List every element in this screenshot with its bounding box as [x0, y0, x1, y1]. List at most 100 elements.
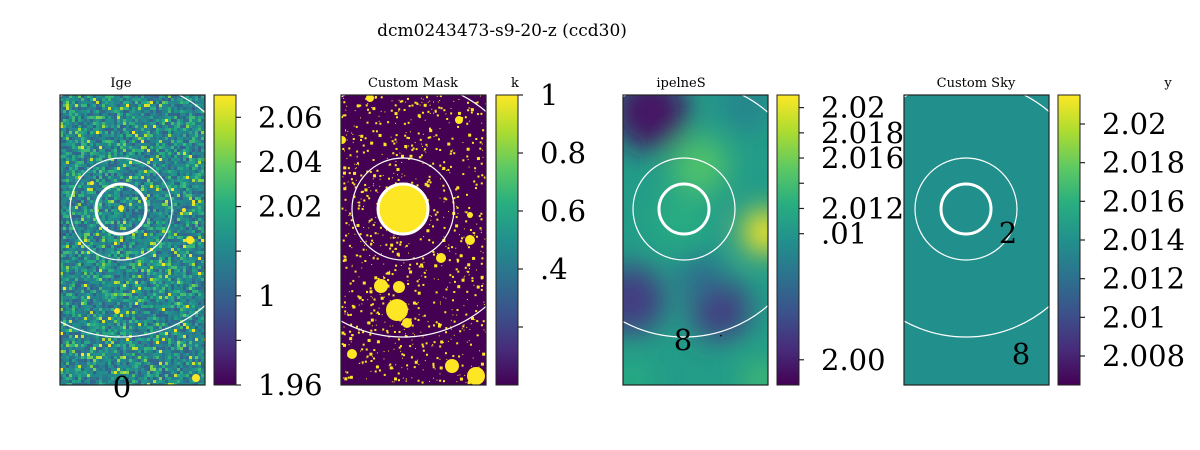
panel-1-noise-pixel [141, 179, 144, 182]
panel-1-noise-pixel [177, 287, 180, 290]
panel-1-noise-pixel [132, 149, 135, 152]
panel-1-noise-pixel [111, 383, 114, 385]
panel-1-noise-pixel [123, 146, 126, 149]
panel-1-noise-pixel [159, 143, 162, 146]
panel-1-noise-pixel [111, 305, 114, 308]
panel-1-noise-pixel [201, 212, 204, 215]
panel-2-mask-pixel [394, 164, 397, 167]
panel-1-noise-pixel [174, 206, 177, 209]
panel-1-noise-pixel [75, 251, 78, 254]
panel-1-noise-pixel [138, 116, 141, 119]
panel-1-noise-pixel [147, 323, 150, 326]
panel-1-noise-pixel [99, 266, 102, 269]
panel-1-noise-pixel [201, 320, 204, 323]
panel-1-noise-pixel [78, 365, 81, 368]
panel-1-noise-pixel [171, 188, 174, 191]
panel-1-noise-pixel [102, 146, 105, 149]
panel-1-noise-pixel [102, 371, 105, 374]
panel-1-noise-pixel [135, 149, 138, 152]
panel-2-mask-pixel [471, 316, 475, 320]
panel-1-noise-pixel [138, 290, 141, 293]
panel-1-noise-pixel [180, 119, 183, 122]
panel-1-noise-pixel [66, 125, 69, 128]
panel-1-noise-pixel [99, 362, 102, 365]
panel-1-noise-pixel [180, 236, 183, 239]
panel-1-noise-pixel [138, 113, 141, 116]
panel-1-noise-pixel [111, 191, 114, 194]
panel-1-noise-pixel [117, 203, 120, 206]
panel-1-noise-pixel [99, 218, 102, 221]
panel-1-noise-pixel [93, 266, 96, 269]
panel-1-noise-pixel [189, 233, 192, 236]
panel-1-noise-pixel [114, 254, 117, 257]
panel-1-noise-pixel [72, 263, 75, 266]
panel-1-noise-pixel [168, 164, 171, 167]
panel-1-noise-pixel [156, 110, 159, 113]
panel-1-noise-pixel [165, 314, 168, 317]
panel-1-noise-pixel [78, 164, 81, 167]
panel-1-noise-pixel [111, 245, 114, 248]
panel-2-mask-pixel [429, 100, 431, 102]
panel-1-noise-pixel [72, 119, 75, 122]
panel-1-noise-pixel [108, 341, 111, 344]
panel-1-noise-pixel [165, 269, 168, 272]
panel-1-noise-pixel [78, 107, 81, 110]
panel-1-noise-pixel [183, 170, 186, 173]
panel-1-noise-pixel [84, 161, 87, 164]
panel-1-noise-pixel [138, 266, 141, 269]
panel-2-mask-pixel [375, 189, 378, 192]
panel-1-noise-pixel [162, 356, 165, 359]
panel-2-mask-pixel [421, 265, 424, 268]
panel-1-noise-pixel [132, 266, 135, 269]
panel-1-noise-pixel [63, 251, 66, 254]
panel-1-noise-pixel [201, 197, 204, 200]
panel-1-noise-pixel [156, 245, 159, 248]
panel-1-noise-pixel [114, 356, 117, 359]
panel-1-noise-pixel [69, 182, 72, 185]
panel-1-noise-pixel [129, 110, 132, 113]
panel-1-noise-pixel [135, 215, 138, 218]
panel-1-noise-pixel [93, 140, 96, 143]
panel-1-noise-pixel [108, 200, 111, 203]
panel-1-noise-pixel [111, 257, 114, 260]
panel-1-noise-pixel [66, 347, 69, 350]
panel-1-noise-pixel [198, 101, 201, 104]
panel-1-noise-pixel [174, 239, 177, 242]
panel-1-noise-pixel [96, 194, 99, 197]
panel-1-noise-pixel [75, 266, 78, 269]
panel-1-noise-pixel [63, 176, 66, 179]
panel-1-noise-pixel [129, 365, 132, 368]
panel-1-noise-pixel [144, 164, 147, 167]
panel-2-mask-pixel [389, 363, 392, 366]
panel-1-noise-pixel [189, 317, 192, 320]
panel-1-noise-pixel [147, 269, 150, 272]
panel-1-noise-pixel [108, 314, 111, 317]
panel-1-noise-pixel [72, 143, 75, 146]
panel-2-mask-pixel [403, 108, 406, 111]
panel-1-noise-pixel [201, 104, 204, 107]
panel-1-noise-pixel [111, 128, 114, 131]
panel-1-noise-pixel [186, 320, 189, 323]
panel-1-noise-pixel [144, 263, 147, 266]
panel-1-noise-pixel [69, 305, 72, 308]
panel-1-noise-pixel [195, 341, 198, 344]
panel-1-noise-pixel [168, 284, 171, 287]
panel-1-noise-pixel [117, 281, 120, 284]
panel-1-noise-pixel [186, 284, 189, 287]
panel-1-noise-pixel [72, 356, 75, 359]
panel-1-noise-pixel [156, 287, 159, 290]
panel-1-noise-pixel [129, 116, 132, 119]
panel-2-mask-pixel [429, 129, 433, 133]
panel-1-noise-pixel [144, 284, 147, 287]
panel-1-noise-pixel [192, 119, 195, 122]
panel-1-noise-pixel [192, 218, 195, 221]
panel-1-noise-pixel [117, 257, 120, 260]
panel-1-noise-pixel [99, 182, 102, 185]
panel-1-noise-pixel [108, 263, 111, 266]
panel-1-noise-pixel [93, 260, 96, 263]
panel-1-noise-pixel [63, 269, 66, 272]
panel-1-noise-pixel [153, 227, 156, 230]
panel-1-noise-pixel [150, 260, 153, 263]
panel-2-mask-pixel [439, 197, 441, 199]
panel-1-noise-pixel [195, 218, 198, 221]
